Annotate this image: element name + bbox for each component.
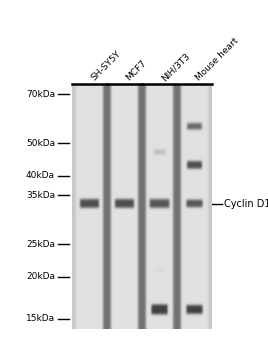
Text: SH-SY5Y: SH-SY5Y bbox=[90, 49, 123, 83]
Text: 25kDa: 25kDa bbox=[26, 240, 55, 249]
Text: Cyclin D1: Cyclin D1 bbox=[224, 199, 268, 209]
Text: 50kDa: 50kDa bbox=[26, 139, 55, 148]
Text: 70kDa: 70kDa bbox=[26, 90, 55, 99]
Text: 40kDa: 40kDa bbox=[26, 171, 55, 180]
Text: MCF7: MCF7 bbox=[125, 59, 148, 83]
Text: 35kDa: 35kDa bbox=[26, 191, 55, 200]
Text: Mouse heart: Mouse heart bbox=[194, 36, 240, 83]
Text: 15kDa: 15kDa bbox=[26, 314, 55, 323]
Text: NIH/3T3: NIH/3T3 bbox=[159, 51, 191, 83]
Text: 20kDa: 20kDa bbox=[26, 272, 55, 281]
